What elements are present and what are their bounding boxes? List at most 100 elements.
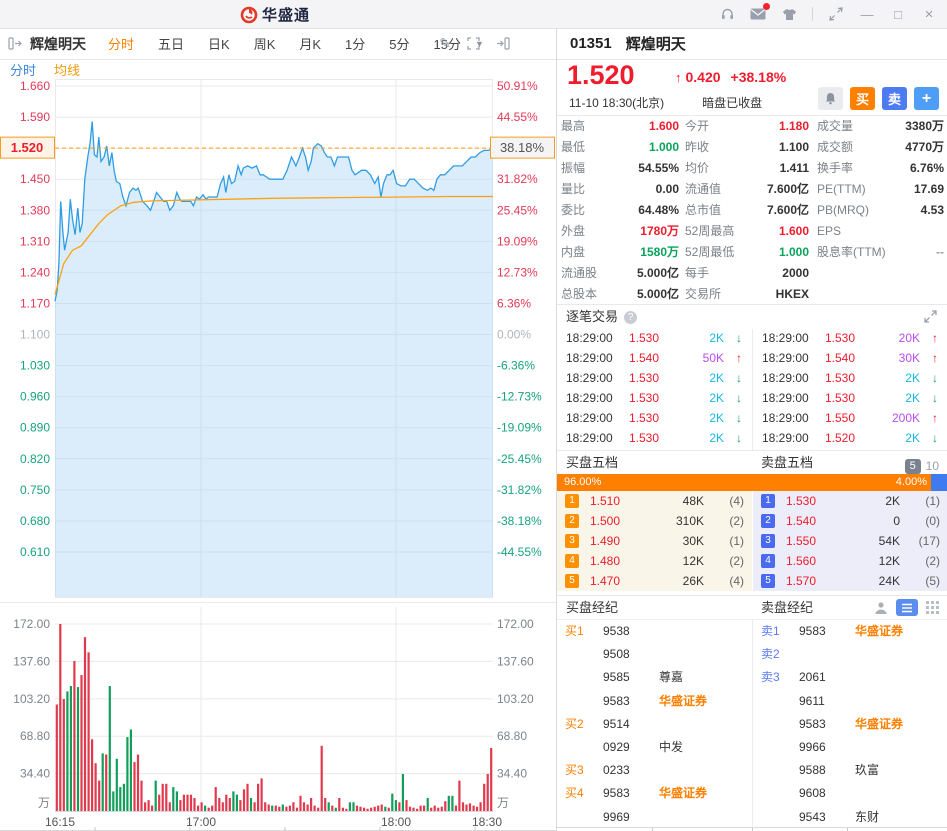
tab-日K[interactable]: 日K	[208, 37, 230, 52]
bid-level-2[interactable]: 2 1.500 310K (2)	[557, 511, 752, 531]
svg-text:-12.73%: -12.73%	[497, 390, 542, 404]
tab-分时[interactable]: 分时	[108, 37, 135, 52]
flame-logo-icon	[240, 6, 258, 23]
svg-text:1.590: 1.590	[20, 110, 50, 124]
maximize-button[interactable]: □	[894, 6, 902, 22]
broker-grid-view-icon[interactable]	[926, 601, 939, 614]
alert-bell-button[interactable]	[818, 87, 843, 110]
svg-text:-44.55%: -44.55%	[497, 545, 542, 559]
broker-list-view-icon[interactable]	[896, 599, 918, 616]
depth-row: 4 1.480 12K (2) 4 1.560 12K (2)	[557, 551, 947, 571]
svg-text:1.170: 1.170	[20, 296, 50, 310]
buy-button[interactable]: 买	[850, 87, 875, 110]
legend-均线[interactable]: 均线	[54, 63, 81, 78]
svg-text:1.100: 1.100	[20, 328, 50, 342]
fullscreen-icon[interactable]	[467, 37, 480, 50]
ask-broker-title: 卖盘经纪	[761, 600, 814, 615]
tab-15分[interactable]: 15分	[433, 37, 461, 52]
svg-text:6.36%: 6.36%	[497, 296, 531, 310]
intraday-chart-area[interactable]: 分时 均线 1.660 50.91% 1.590 44.55% 1.450 31.82% 1.…	[0, 59, 556, 831]
tick-entry: 18:29:00 1.530 2K ↓	[566, 331, 742, 345]
intraday-chart[interactable]: 1.660 50.91% 1.590 44.55% 1.450 31.82% 1.380 25…	[0, 59, 556, 831]
bid-level-3[interactable]: 3 1.490 30K (1)	[557, 531, 752, 551]
tick-entry: 18:29:00 1.540 30K ↑	[762, 351, 938, 365]
stat-item: 外盘 1780万	[561, 224, 679, 238]
stat-item: 流通值 7.600亿	[685, 182, 809, 196]
collapse-panel-icon[interactable]	[8, 37, 22, 50]
mail-icon[interactable]	[750, 3, 770, 22]
broker-entry: 买4 9583 华盛证券	[565, 786, 708, 801]
close-button[interactable]: ×	[924, 5, 934, 23]
tick-trades-section: 逐笔交易? 18:29:00 1.530 2K ↓ 18:29:00 1.530 20K ↑ 1…	[557, 304, 947, 451]
draw-pencil-icon[interactable]: ✎	[439, 35, 451, 51]
broker-entry: 9585 尊嘉	[603, 670, 684, 685]
stock-name: 辉煌明天	[625, 36, 686, 53]
tab-周K[interactable]: 周K	[253, 37, 276, 52]
depth-10-toggle[interactable]: 10	[925, 459, 939, 473]
stat-item: 最高 1.600	[561, 119, 679, 133]
tab-月K[interactable]: 月K	[299, 37, 322, 52]
tab-五日[interactable]: 五日	[158, 37, 185, 52]
expand-icon[interactable]	[924, 310, 937, 323]
price-block: 1.520 ↑ 0.420 +38.18% 11-10 18:30(北京) 暗盘已收盘…	[557, 60, 947, 116]
add-watchlist-button[interactable]: +	[914, 87, 939, 110]
tick-row: 18:29:00 1.540 50K ↑ 18:29:00 1.540 30K ↑	[557, 348, 947, 368]
broker-row: 买3 0233 9588 玖富	[557, 759, 947, 782]
broker-entry: 9611	[799, 693, 825, 708]
ask-level-5[interactable]: 5 1.570 24K (5)	[753, 571, 947, 591]
divider	[752, 620, 753, 829]
shirt-icon[interactable]	[781, 6, 797, 22]
svg-text:44.55%: 44.55%	[497, 110, 538, 124]
ask-level-1[interactable]: 1 1.530 2K (1)	[753, 491, 947, 511]
stat-item: 最低 1.000	[561, 140, 679, 154]
restore-down-icon[interactable]	[828, 6, 844, 22]
svg-text:-6.36%: -6.36%	[497, 359, 535, 373]
broker-entry: 卖3 2061	[761, 670, 826, 685]
tick-row: 18:29:00 1.530 2K ↓ 18:29:00 1.530 2K ↓	[557, 368, 947, 388]
bottom-strip	[557, 827, 947, 831]
ask-level-3[interactable]: 3 1.550 54K (17)	[753, 531, 947, 551]
depth-5-toggle[interactable]: 5	[904, 459, 921, 474]
divider	[752, 329, 753, 451]
svg-text:16:15: 16:15	[45, 815, 75, 829]
tick-entry: 18:29:00 1.530 2K ↓	[762, 391, 938, 405]
bid-ask-ratio-bar: 96.00% 4.00%	[557, 474, 947, 491]
bid-level-5[interactable]: 5 1.470 26K (4)	[557, 571, 752, 591]
svg-text:1.310: 1.310	[20, 234, 50, 248]
legend-分时[interactable]: 分时	[10, 63, 37, 78]
svg-text:17:00: 17:00	[186, 815, 216, 829]
ask-level-4[interactable]: 4 1.560 12K (2)	[753, 551, 947, 571]
app-logo: 华盛通	[240, 4, 310, 25]
bid-level-4[interactable]: 4 1.480 12K (2)	[557, 551, 752, 571]
sell-button[interactable]: 卖	[882, 87, 907, 110]
broker-entry: 买1 9538	[565, 624, 630, 638]
titlebar-divider	[812, 7, 813, 21]
help-icon[interactable]: ?	[624, 311, 638, 325]
stat-item: 总股本 5.000亿	[561, 287, 679, 301]
chevron-down-icon[interactable]: ▼	[474, 38, 484, 49]
ask-depth-title: 卖盘五档	[761, 455, 814, 470]
depth-row: 2 1.500 310K (2) 2 1.540 0 (0)	[557, 511, 947, 531]
stat-item: 每手 2000	[685, 266, 809, 280]
minimize-button[interactable]: —	[860, 6, 874, 22]
svg-text:0.610: 0.610	[20, 545, 50, 559]
broker-row: 9508 卖2	[557, 643, 947, 666]
svg-text:50.91%: 50.91%	[497, 79, 538, 93]
tab-1分[interactable]: 1分	[345, 37, 366, 52]
dock-right-icon[interactable]	[496, 37, 510, 50]
stat-item: 流通股 5.000亿	[561, 266, 679, 280]
bid-level-1[interactable]: 1 1.510 48K (4)	[557, 491, 752, 511]
broker-row: 9583 华盛证券 9611	[557, 690, 947, 713]
svg-text:172.00: 172.00	[13, 617, 50, 631]
app-title: 华盛通	[262, 7, 311, 24]
svg-text:0.820: 0.820	[20, 452, 50, 466]
ask-level-2[interactable]: 2 1.540 0 (0)	[753, 511, 947, 531]
stat-item: PE(TTM) 17.69	[817, 182, 944, 196]
change-value: 0.420	[685, 69, 721, 85]
headset-icon[interactable]	[719, 6, 735, 22]
stat-item: 内盘 1580万	[561, 245, 679, 259]
tab-5分[interactable]: 5分	[389, 37, 410, 52]
tick-row: 18:29:00 1.530 2K ↓ 18:29:00 1.550 200K ↑	[557, 408, 947, 428]
stat-item: 量比 0.00	[561, 182, 679, 196]
broker-person-icon[interactable]	[874, 601, 888, 615]
